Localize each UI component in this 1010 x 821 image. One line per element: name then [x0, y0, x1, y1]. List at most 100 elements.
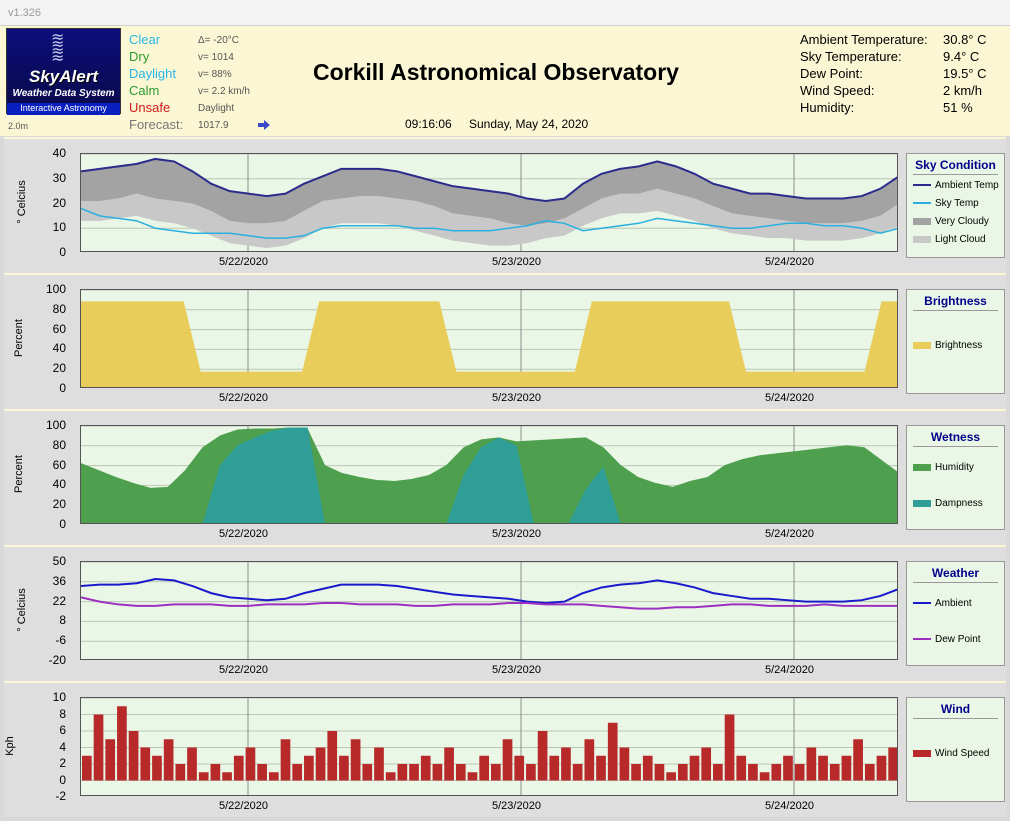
- wind-bar: [514, 755, 525, 781]
- wind-bar: [806, 747, 817, 781]
- y-tick-label: 100: [45, 282, 66, 296]
- legend-label: Ambient Temp: [935, 180, 999, 191]
- chart-panel-wetness: Percent 0 20 40 60 80 100 5/22/2020 5/23/2020 5/2…: [4, 409, 1006, 545]
- x-tick-label: 5/22/2020: [219, 392, 268, 404]
- chart-plot-area[interactable]: [80, 153, 898, 252]
- wind-bar: [420, 755, 431, 781]
- arrow-right-icon[interactable]: [258, 120, 270, 130]
- legend-swatch: [913, 638, 931, 641]
- chart-plot-area[interactable]: [80, 289, 898, 388]
- wind-bar: [304, 755, 314, 781]
- wind-bar: [631, 764, 641, 781]
- reading-label: Wind Speed:: [800, 83, 875, 98]
- wind-bar: [350, 739, 361, 781]
- wind-bar: [491, 764, 501, 781]
- y-tick-label: 4: [59, 739, 66, 754]
- wind-bar: [128, 731, 139, 781]
- wind-bar: [268, 772, 279, 781]
- wind-bar: [572, 764, 583, 781]
- wind-bar: [724, 714, 735, 781]
- y-axis-label: ° Celcius: [15, 587, 28, 632]
- wind-bar: [444, 747, 454, 781]
- chart-legend: Weather Ambient Dew Point: [906, 561, 1005, 666]
- chart-panel-brightness: Percent 0 20 40 60 80 100 5/22/2020 5/23/2020 5/2…: [4, 273, 1006, 409]
- legend-label: Dampness: [935, 498, 983, 509]
- chart-plot-area[interactable]: [80, 697, 898, 796]
- chart-plot-area[interactable]: [80, 561, 898, 660]
- wind-bar: [853, 739, 863, 781]
- status-unsafe: Unsafe: [129, 100, 171, 115]
- reading-label: Ambient Temperature:: [800, 32, 928, 47]
- reading-value: 51 %: [943, 100, 973, 115]
- logo-name: SkyAlert: [29, 67, 98, 86]
- wind-bar: [339, 755, 349, 781]
- wind-bar: [175, 764, 186, 781]
- wind-bar: [829, 764, 840, 781]
- wind-bar: [385, 772, 396, 781]
- wind-bar: [607, 722, 618, 781]
- reading-value: 19.5° C: [943, 66, 987, 81]
- page-title: Corkill Astronomical Observatory: [313, 59, 679, 85]
- legend-item: Dew Point: [913, 634, 981, 645]
- wind-bar: [467, 772, 478, 781]
- wind-bar: [233, 755, 244, 781]
- x-tick-label: 5/22/2020: [219, 664, 268, 676]
- wind-bar: [794, 764, 805, 781]
- chart-svg: [81, 426, 897, 523]
- x-tick-label: 5/24/2020: [765, 800, 814, 812]
- wind-bar: [549, 755, 560, 781]
- wind-bar: [502, 739, 513, 781]
- legend-label: Very Cloudy: [935, 216, 989, 227]
- wind-bar: [210, 764, 221, 781]
- wind-bar: [783, 755, 793, 781]
- y-tick-label: 20: [52, 497, 66, 512]
- legend-title: Weather: [913, 566, 998, 583]
- legend-item: Ambient Temp: [913, 180, 999, 191]
- forecast-value: 1017.9: [198, 120, 229, 131]
- window-titlebar: v1.326: [0, 0, 1010, 26]
- y-tick-label: 0: [59, 772, 66, 787]
- x-tick-label: 5/23/2020: [492, 392, 541, 404]
- chart-plot-area[interactable]: [80, 425, 898, 524]
- reading-value: 2 km/h: [943, 83, 983, 98]
- y-tick-label: 10: [52, 690, 66, 704]
- wind-bar: [257, 764, 267, 781]
- forecast-label: Forecast:: [129, 117, 184, 132]
- wind-bar: [584, 739, 595, 781]
- current-date: Sunday, May 24, 2020: [469, 117, 589, 131]
- wind-bar: [864, 764, 875, 781]
- wind-bar: [198, 772, 209, 781]
- x-tick-label: 5/23/2020: [492, 528, 541, 540]
- legend-swatch: [913, 749, 931, 757]
- legend-swatch: [913, 602, 931, 605]
- y-tick-label: 80: [52, 301, 66, 316]
- logo-subtitle: Weather Data System: [12, 88, 115, 99]
- y-tick-label: 2: [59, 756, 66, 770]
- wind-bar: [619, 747, 630, 781]
- wind-bar: [654, 764, 665, 781]
- wind-bar: [888, 747, 897, 781]
- y-tick-label: 8: [59, 613, 66, 628]
- status-detail: Daylight: [198, 103, 235, 114]
- wind-bar: [526, 764, 536, 781]
- status-detail: v= 2.2 km/h: [198, 86, 250, 97]
- wind-bar: [677, 764, 688, 781]
- y-tick-label: 6: [59, 723, 66, 737]
- legend-item: Very Cloudy: [913, 216, 989, 227]
- status-detail: v= 88%: [198, 69, 232, 80]
- legend-label: Sky Temp: [935, 198, 979, 209]
- y-tick-label: 60: [52, 321, 66, 336]
- chart-legend: Wind Wind Speed: [906, 697, 1005, 802]
- legend-swatch: [913, 184, 931, 187]
- status-detail: Δ= -20°C: [198, 35, 239, 46]
- y-tick-label: -2: [55, 789, 66, 803]
- chart-svg: [81, 698, 897, 795]
- wind-bar: [117, 706, 127, 781]
- wind-bar: [152, 755, 162, 781]
- wind-bar: [689, 755, 700, 781]
- wind-bar: [736, 755, 747, 781]
- chart-svg: [81, 154, 897, 251]
- y-tick-label: -20: [48, 653, 66, 667]
- wind-bar: [818, 755, 828, 781]
- x-tick-label: 5/23/2020: [492, 664, 541, 676]
